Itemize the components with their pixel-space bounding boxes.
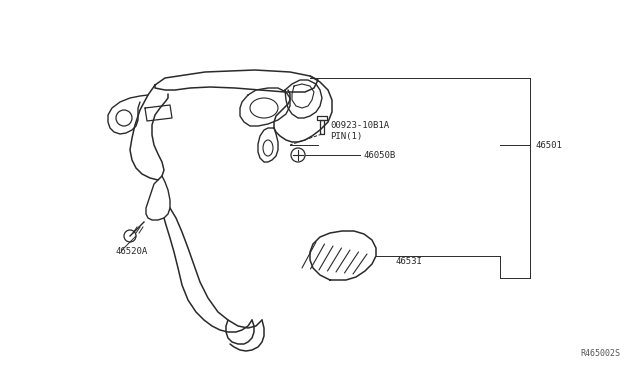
Text: PIN(1): PIN(1): [330, 132, 362, 141]
Text: 46520A: 46520A: [115, 247, 147, 257]
Text: 00923-10B1A: 00923-10B1A: [330, 122, 389, 131]
Text: 46501: 46501: [535, 141, 562, 150]
Text: 4653I: 4653I: [396, 257, 423, 266]
Text: R465002S: R465002S: [580, 349, 620, 358]
Text: 46050B: 46050B: [364, 151, 396, 160]
